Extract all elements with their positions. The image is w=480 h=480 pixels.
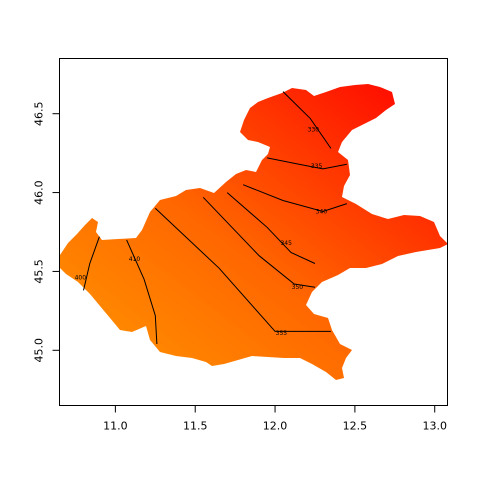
x-tick-label-11.5: 11.5: [183, 420, 208, 433]
y-tick-label-45.5: 45.5: [33, 259, 46, 284]
y-axis: 45.0 45.5 46.0 46.5: [33, 101, 60, 363]
contour-line-355: [154, 207, 331, 332]
contour-line-350: [202, 196, 316, 288]
contour-label-345: 345: [280, 240, 292, 247]
contour-line-400: [83, 236, 100, 291]
contour-label-350: 350: [292, 284, 304, 291]
y-tick-label-46.0: 46.0: [33, 180, 46, 205]
contour-layer: 400 410 355 350 345 340 335 330: [75, 91, 348, 345]
x-tick-label-13.0: 13.0: [422, 420, 447, 433]
contour-label-410: 410: [129, 256, 141, 263]
contour-label-340: 340: [316, 209, 328, 216]
y-tick-label-46.5: 46.5: [33, 101, 46, 126]
contour-line-330: [282, 91, 332, 149]
y-tick-label-45.0: 45.0: [33, 338, 46, 363]
contour-label-355: 355: [276, 330, 288, 337]
contour-line-345: [226, 192, 316, 264]
x-tick-label-12.5: 12.5: [343, 420, 368, 433]
contour-line-335: [267, 157, 347, 170]
x-axis: 11.0 11.5 12.0 12.5 13.0: [103, 405, 447, 433]
contour-label-400: 400: [75, 275, 87, 282]
x-tick-label-12.0: 12.0: [263, 420, 288, 433]
x-tick-label-11.0: 11.0: [103, 420, 128, 433]
contour-label-330: 330: [308, 127, 320, 134]
contour-line-340: [242, 184, 348, 213]
contour-line-410: [126, 239, 158, 345]
contour-label-335: 335: [311, 163, 323, 170]
region-shape: [60, 84, 448, 380]
